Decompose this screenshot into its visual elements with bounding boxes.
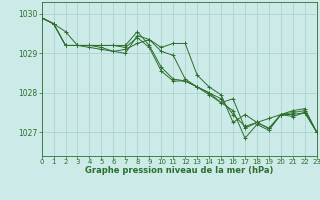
- X-axis label: Graphe pression niveau de la mer (hPa): Graphe pression niveau de la mer (hPa): [85, 166, 273, 175]
